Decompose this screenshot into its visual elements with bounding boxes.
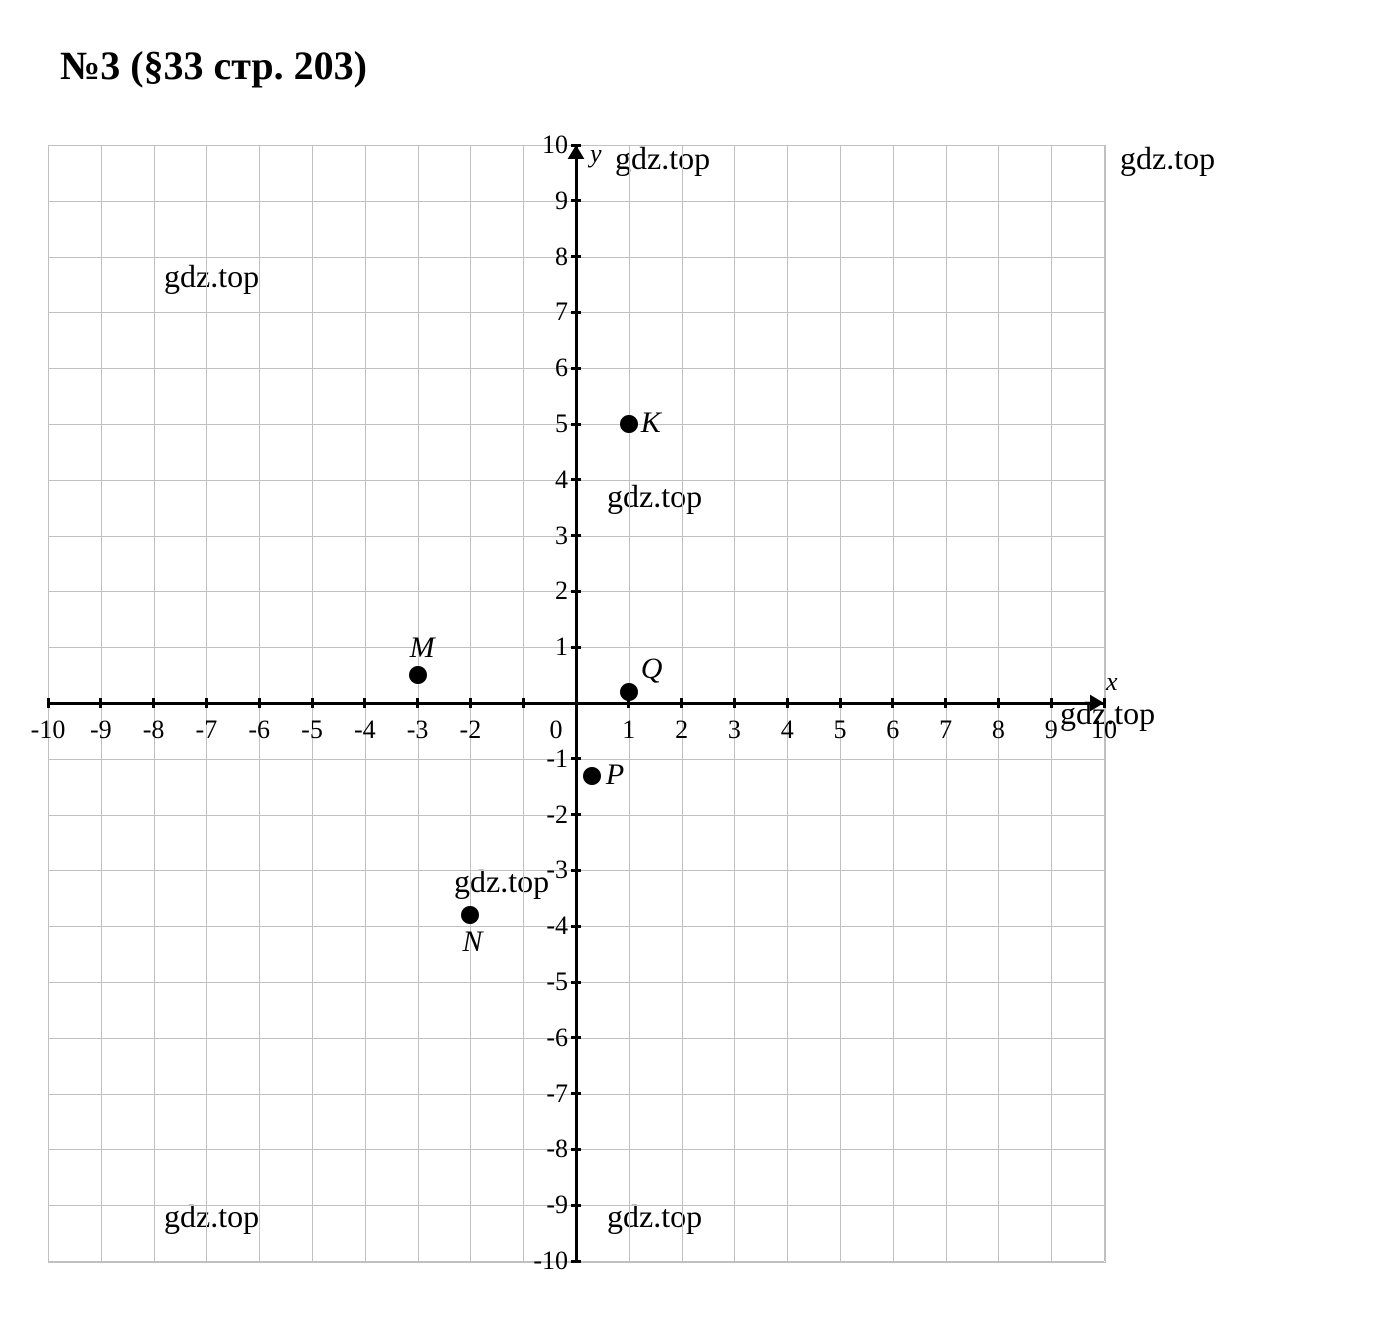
coordinate-chart: -10-9-8-7-6-5-4-3-2-112345678910-10-9-8-… [48, 145, 1108, 1305]
watermark: gdz.top [1120, 140, 1215, 177]
y-arrow-icon [568, 145, 585, 159]
page-title: №3 (§33 стр. 203) [60, 42, 367, 89]
arrows-layer [48, 145, 1108, 1305]
x-arrow-icon [1090, 695, 1104, 712]
page-root: №3 (§33 стр. 203) gdz.topgdz.topgdz.topg… [0, 0, 1395, 1333]
